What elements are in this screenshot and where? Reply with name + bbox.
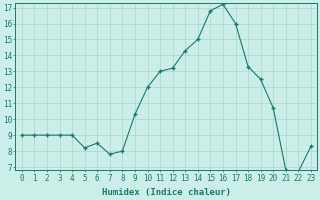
X-axis label: Humidex (Indice chaleur): Humidex (Indice chaleur) bbox=[102, 188, 231, 197]
